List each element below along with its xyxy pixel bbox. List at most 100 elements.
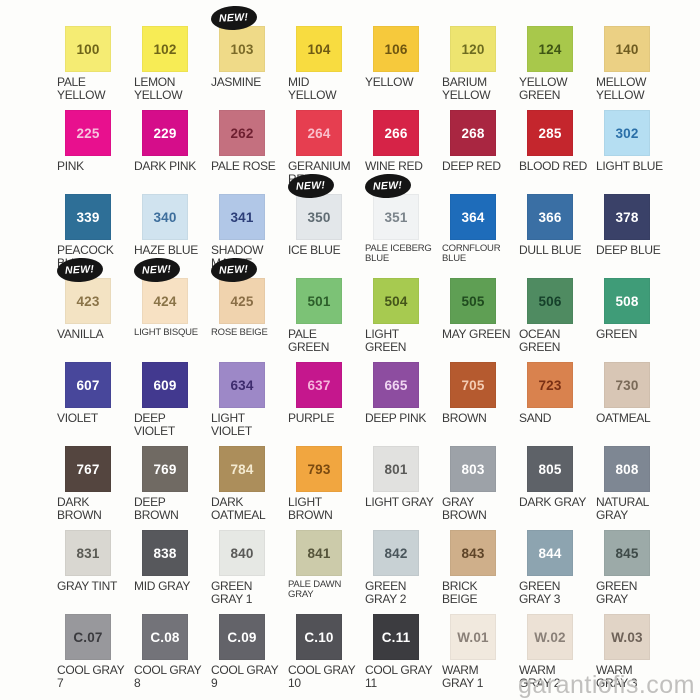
color-swatch: 425: [219, 278, 265, 324]
swatch-cell: C.10 COOL GRAY 10: [281, 614, 358, 698]
swatch-cell: 505 MAY GREEN: [435, 278, 512, 362]
swatch-code: 264: [307, 125, 331, 141]
swatch-cell: 378 DEEP BLUE: [589, 194, 666, 278]
swatch-name: MELLOW YELLOW: [596, 75, 647, 102]
swatch-cell: 266 WINE RED: [358, 110, 435, 194]
swatch-name: GREEN GRAY: [596, 579, 638, 606]
swatch-code: 831: [76, 545, 100, 561]
swatch-code: 730: [615, 377, 639, 393]
color-swatch: C.08: [142, 614, 188, 660]
color-swatch: 351: [373, 194, 419, 240]
color-swatch: 506: [527, 278, 573, 324]
swatch-name: DEEP BLUE: [596, 243, 661, 257]
swatch-cell: 831 GRAY TINT: [50, 530, 127, 614]
swatch-cell: 803 GRAY BROWN: [435, 446, 512, 530]
swatch-name: GRAY BROWN: [442, 495, 487, 522]
swatch-cell: 302 LIGHT BLUE: [589, 110, 666, 194]
swatch-code: 378: [615, 209, 639, 225]
color-swatch: W.02: [527, 614, 573, 660]
swatch-name: BROWN: [442, 411, 487, 425]
swatch-code: C.07: [73, 629, 103, 645]
swatch-code: 607: [76, 377, 100, 393]
swatch-cell: 102 LEMON YELLOW: [127, 26, 204, 110]
color-swatch: 364: [450, 194, 496, 240]
swatch-name: DEEP RED: [442, 159, 501, 173]
swatch-cell: NEW! 103 JASMINE: [204, 4, 281, 110]
swatch-cell: W.03 WARM GRAY 3: [589, 614, 666, 698]
swatch-cell: NEW! 424 LIGHT BISQUE: [127, 256, 204, 362]
color-swatch: 124: [527, 26, 573, 72]
color-swatch: 378: [604, 194, 650, 240]
swatch-code: 366: [538, 209, 562, 225]
swatch-name: VIOLET: [57, 411, 98, 425]
swatch-name: LIGHT BROWN: [288, 495, 333, 522]
swatch-cell: 808 NATURAL GRAY: [589, 446, 666, 530]
swatch-cell: 501 PALE GREEN: [281, 278, 358, 362]
swatch-cell: 366 DULL BLUE: [512, 194, 589, 278]
swatch-cell: 634 LIGHT VIOLET: [204, 362, 281, 446]
swatch-name: WARM GRAY 2: [519, 663, 561, 690]
color-swatch: 504: [373, 278, 419, 324]
swatch-cell: W.02 WARM GRAY 2: [512, 614, 589, 698]
swatch-name: YELLOW GREEN: [519, 75, 568, 102]
color-swatch: 341: [219, 194, 265, 240]
color-swatch: 634: [219, 362, 265, 408]
color-swatch: 264: [296, 110, 342, 156]
swatch-cell: 104 MID YELLOW: [281, 26, 358, 110]
swatch-name: DARK OATMEAL: [211, 495, 266, 522]
swatch-code: 340: [153, 209, 177, 225]
color-swatch: 266: [373, 110, 419, 156]
swatch-cell: 100 PALE YELLOW: [50, 26, 127, 110]
color-swatch: 801: [373, 446, 419, 492]
swatch-name: HAZE BLUE: [134, 243, 198, 257]
color-swatch: C.07: [65, 614, 111, 660]
color-swatch: 501: [296, 278, 342, 324]
color-swatch: 844: [527, 530, 573, 576]
swatch-code: 285: [538, 125, 562, 141]
swatch-code: 784: [230, 461, 254, 477]
swatch-cell: 506 OCEAN GREEN: [512, 278, 589, 362]
color-swatch: 842: [373, 530, 419, 576]
swatch-name: COOL GRAY 10: [288, 663, 356, 690]
swatch-name: DEEP VIOLET: [134, 411, 175, 438]
swatch-name: BRICK BEIGE: [442, 579, 478, 606]
swatch-name: PALE YELLOW: [57, 75, 106, 102]
color-swatch: 767: [65, 446, 111, 492]
swatch-name: PALE ICEBERG BLUE: [365, 243, 432, 265]
swatch-name: BARIUM YELLOW: [442, 75, 491, 102]
color-swatch: 268: [450, 110, 496, 156]
swatch-cell: 140 MELLOW YELLOW: [589, 26, 666, 110]
color-swatch: 106: [373, 26, 419, 72]
swatch-cell: 609 DEEP VIOLET: [127, 362, 204, 446]
swatch-name: LIGHT BISQUE: [134, 327, 198, 338]
color-swatch: 366: [527, 194, 573, 240]
swatch-code: 803: [461, 461, 485, 477]
swatch-code: 425: [230, 293, 254, 309]
swatch-code: C.11: [381, 629, 411, 645]
swatch-cell: 124 YELLOW GREEN: [512, 26, 589, 110]
swatch-name: DARK GRAY: [519, 495, 587, 509]
swatch-name: ROSE BEIGE: [211, 327, 268, 338]
swatch-name: LIGHT GRAY: [365, 495, 434, 509]
swatch-code: 508: [615, 293, 639, 309]
swatch-cell: 705 BROWN: [435, 362, 512, 446]
swatch-cell: NEW! 351 PALE ICEBERG BLUE: [358, 172, 435, 278]
swatch-name: MID YELLOW: [288, 75, 337, 102]
color-swatch: W.01: [450, 614, 496, 660]
swatch-cell: C.08 COOL GRAY 8: [127, 614, 204, 698]
swatch-code: 229: [153, 125, 177, 141]
swatch-cell: 801 LIGHT GRAY: [358, 446, 435, 530]
swatch-name: LIGHT VIOLET: [211, 411, 252, 438]
swatch-code: 350: [307, 209, 331, 225]
swatch-cell: 106 YELLOW: [358, 26, 435, 110]
color-swatch: 845: [604, 530, 650, 576]
swatch-code: 723: [538, 377, 562, 393]
swatch-code: W.03: [611, 629, 643, 645]
swatch-cell: 805 DARK GRAY: [512, 446, 589, 530]
swatch-code: 341: [230, 209, 254, 225]
color-swatch: 100: [65, 26, 111, 72]
swatch-code: 351: [384, 209, 408, 225]
swatch-code: 120: [461, 41, 485, 57]
swatch-code: 302: [615, 125, 639, 141]
